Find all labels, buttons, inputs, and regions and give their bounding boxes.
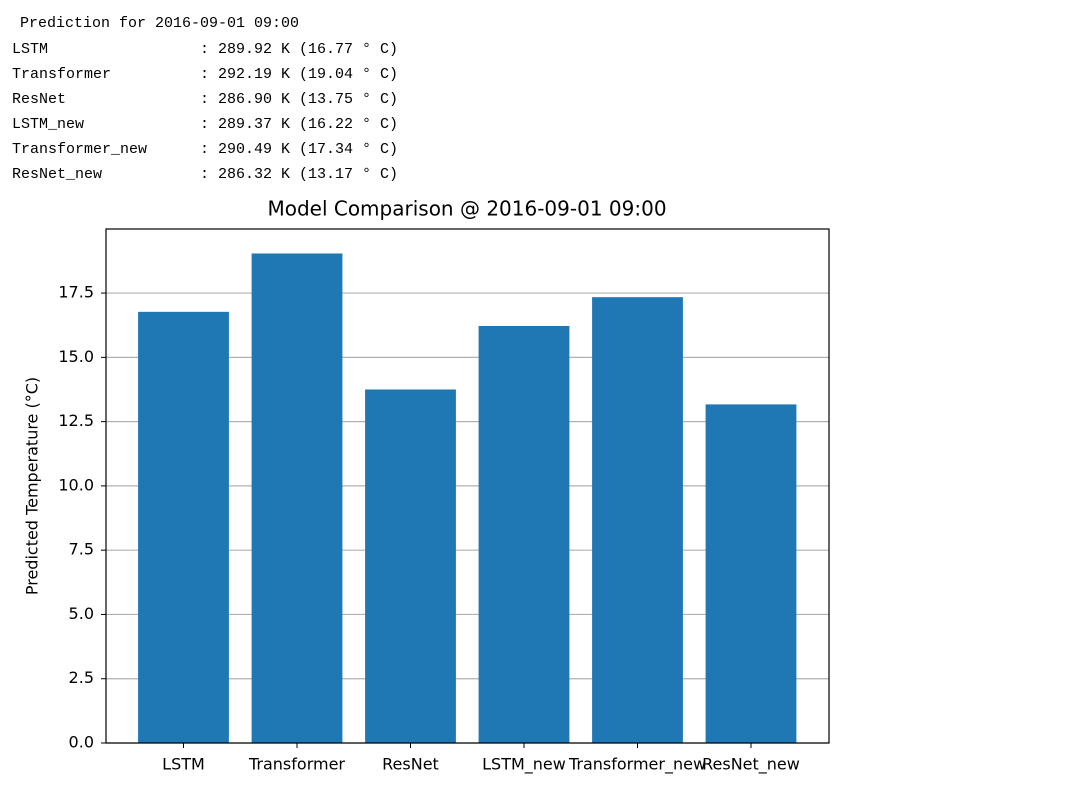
y-axis-label: Predicted Temperature (°C) xyxy=(23,377,42,595)
console-value: : 289.37 K (16.22 ° C) xyxy=(200,116,398,133)
y-tick-label: 0.0 xyxy=(69,733,94,752)
console-value: : 289.92 K (16.77 ° C) xyxy=(200,41,398,58)
bar xyxy=(251,253,343,743)
console-heading: Prediction for 2016-09-01 09:00 xyxy=(20,15,299,32)
bar xyxy=(478,325,570,743)
console-value: : 292.19 K (19.04 ° C) xyxy=(200,66,398,83)
y-tick-label: 10.0 xyxy=(58,475,94,494)
bar xyxy=(705,404,797,743)
x-tick-label: Transformer xyxy=(248,755,345,774)
console-model: Transformer xyxy=(12,66,111,83)
console-model: LSTM xyxy=(12,41,48,58)
bar xyxy=(138,311,229,743)
console-value: : 286.32 K (13.17 ° C) xyxy=(200,166,398,183)
console-value: : 286.90 K (13.75 ° C) xyxy=(200,91,398,108)
console-model: ResNet xyxy=(12,91,66,108)
console-model: LSTM_new xyxy=(12,116,84,133)
x-tick-label: LSTM_new xyxy=(482,755,566,775)
console-model: Transformer_new xyxy=(12,141,147,158)
x-tick-label: Transformer_new xyxy=(568,755,706,775)
console-value: : 290.49 K (17.34 ° C) xyxy=(200,141,398,158)
y-tick-label: 7.5 xyxy=(69,540,94,559)
y-tick-label: 17.5 xyxy=(58,283,94,302)
y-tick-label: 2.5 xyxy=(69,668,94,687)
x-tick-label: ResNet xyxy=(382,755,439,774)
y-tick-label: 12.5 xyxy=(58,411,94,430)
bar xyxy=(365,389,456,743)
bar xyxy=(592,297,683,743)
y-tick-label: 15.0 xyxy=(58,347,94,366)
plot-frame xyxy=(105,228,830,744)
y-tick-label: 5.0 xyxy=(69,604,94,623)
console-model: ResNet_new xyxy=(12,166,102,183)
x-tick-label: ResNet_new xyxy=(702,755,800,775)
chart-title: Model Comparison @ 2016-09-01 09:00 xyxy=(267,197,666,221)
x-tick-label: LSTM xyxy=(162,755,205,774)
